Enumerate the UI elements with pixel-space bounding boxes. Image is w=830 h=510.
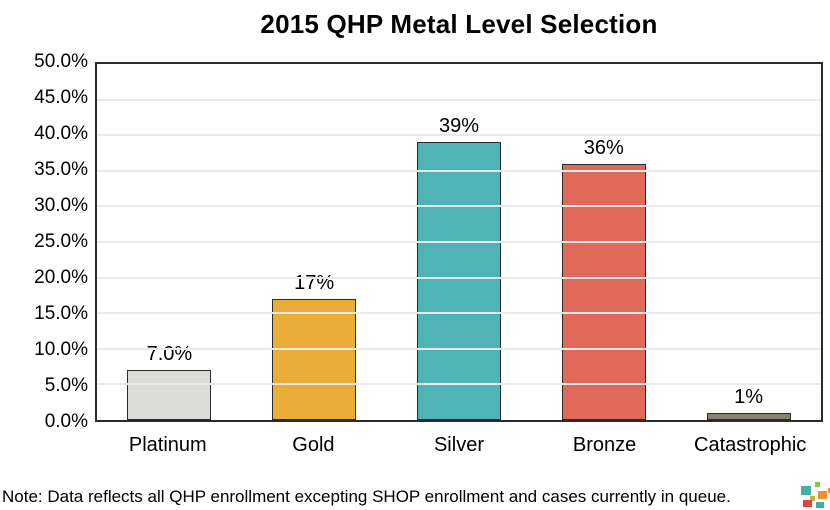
gridline [97,347,821,350]
bar [706,412,791,420]
bar [416,142,501,420]
bar-value-label: 17% [294,271,335,294]
gridline [97,276,821,279]
bar [272,298,357,420]
x-tick-label: Silver [433,434,484,456]
x-tick-label: Gold [292,434,335,456]
bar-slot: 39% [387,64,532,420]
x-axis: Platinum Gold Silver Bronze Catastrophic [95,428,823,462]
bar-value-label: 7.0% [146,343,193,366]
bar-value-label: 1% [734,385,764,408]
x-tick-label: Catastrophic [694,434,807,456]
y-tick-label: 35.0% [34,159,88,180]
y-tick-label: 5.0% [44,375,88,396]
y-tick-label: 45.0% [34,87,88,108]
plot-area: 7.0% 17% 39% 36% 1% [95,62,823,422]
gridline [97,312,821,315]
mosaic-logo-icon [801,482,830,508]
y-axis: 0.0% 5.0% 10.0% 15.0% 20.0% 25.0% 30.0% 35.0% 40… [0,51,88,432]
y-tick-label: 10.0% [34,339,88,360]
bar [127,370,212,420]
chart-title: 2015 QHP Metal Level Selection [260,9,658,39]
y-tick-label: 15.0% [34,303,88,324]
bar-slot: 1% [676,64,821,420]
bar-slot: 7.0% [97,64,242,420]
y-tick-label: 50.0% [34,51,88,72]
bar-value-label: 36% [583,136,624,159]
bar-value-label: 39% [438,115,479,138]
bar-slot: 17% [242,64,387,420]
gridline [97,134,821,137]
y-tick-label: 20.0% [34,267,88,288]
gridline [97,383,821,386]
gridline [97,98,821,101]
y-tick-label: 0.0% [44,411,88,432]
y-tick-label: 30.0% [34,195,88,216]
y-tick-label: 40.0% [34,123,88,144]
bar [561,163,646,420]
gridline [97,169,821,172]
gridline [97,205,821,208]
x-tick-label: Bronze [572,434,637,456]
gridline [97,241,821,243]
footnote: Note: Data reflects all QHP enrollment e… [2,487,731,506]
x-tick-label: Platinum [128,434,207,456]
y-tick-label: 25.0% [34,231,88,252]
